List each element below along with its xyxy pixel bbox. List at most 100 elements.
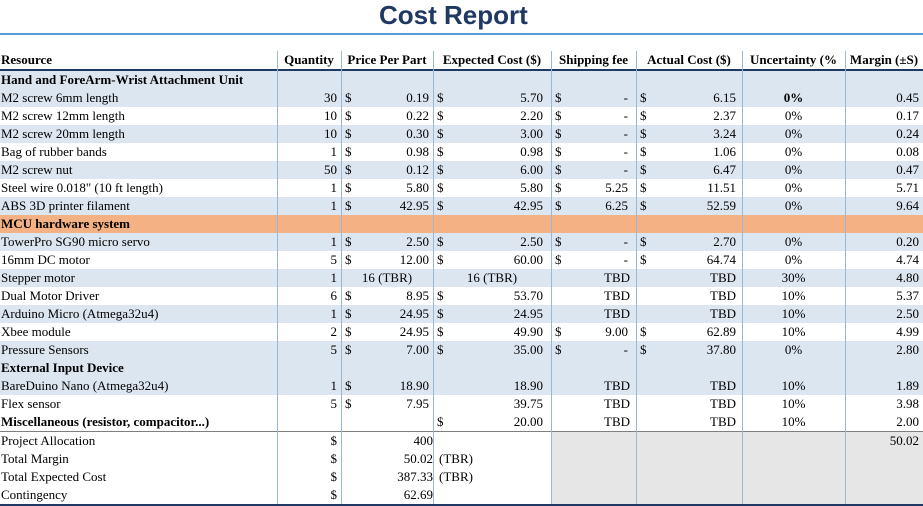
- price-currency: $: [345, 198, 352, 213]
- actual-cost-value: 6.47: [713, 162, 736, 177]
- expected-cost-value: 2.20: [520, 108, 543, 123]
- resource-name: ABS 3D printer filament: [1, 198, 130, 213]
- actual-cost-value: TBD: [710, 396, 736, 411]
- table-row: M2 screw nut 50 $0.12 $6.00 $ - $6.47 0% 0.47: [0, 161, 923, 179]
- table-row: M2 screw 20mm length 10 $0.30 $3.00 $ - $3.24 0…: [0, 125, 923, 143]
- actual-currency: $: [640, 234, 647, 249]
- header-uncertainty: Uncertainty (%: [749, 52, 837, 67]
- margin-value: 0.24: [896, 126, 919, 141]
- resource-name: Xbee module: [1, 324, 71, 339]
- quantity-value: 1: [330, 306, 338, 321]
- empty-cell: [742, 486, 845, 504]
- quantity-value: 5: [330, 342, 338, 357]
- report-title-area: Cost Report: [0, 0, 923, 40]
- margin-value: 1.89: [896, 378, 919, 393]
- column-divider: [636, 51, 637, 504]
- shipping-currency: $: [555, 90, 562, 105]
- summary-row: Total Margin $50.02 (TBR): [0, 450, 923, 468]
- title-underline: [0, 33, 923, 35]
- expected-cost-value: 24.95: [513, 306, 543, 321]
- uncertainty-value: 0%: [784, 234, 803, 249]
- price-currency: $: [345, 180, 352, 195]
- summary-label: Total Margin: [1, 451, 69, 466]
- cost-table: Resource Quantity Price Per Part Expected C…: [0, 51, 923, 506]
- actual-cost-value: 2.37: [713, 108, 736, 123]
- table-row: Flex sensor 5 $7.95 39.75 TBD TBD 10% 3.98: [0, 395, 923, 413]
- misc-shipping: TBD: [604, 414, 630, 429]
- margin-value: 0.20: [896, 234, 919, 249]
- shipping-value: -: [623, 234, 628, 249]
- resource-name: TowerPro SG90 micro servo: [1, 234, 150, 249]
- expected-currency: $: [437, 162, 444, 177]
- shipping-currency: $: [555, 144, 562, 159]
- price-value: 42.95: [399, 198, 429, 213]
- shipping-value: -: [623, 108, 628, 123]
- expected-cost-value: 6.00: [520, 162, 543, 177]
- empty-cell: [551, 450, 636, 468]
- resource-name: M2 screw 20mm length: [1, 126, 125, 141]
- actual-currency: $: [640, 108, 647, 123]
- uncertainty-value: 10%: [781, 378, 806, 393]
- resource-name: M2 screw nut: [1, 162, 73, 177]
- quantity-value: 1: [330, 144, 338, 159]
- section-header-row: External Input Device: [0, 359, 923, 377]
- quantity-value: 5: [330, 396, 338, 411]
- expected-currency: $: [437, 342, 444, 357]
- actual-cost-value: 6.15: [713, 90, 736, 105]
- summary-label: Project Allocation: [1, 433, 96, 448]
- resource-name: Bag of rubber bands: [1, 144, 107, 159]
- empty-cell: [742, 468, 845, 486]
- table-row: Pressure Sensors 5 $7.00 $35.00 $ - $37.80 0% 2.…: [0, 341, 923, 359]
- resource-name: M2 screw 12mm length: [1, 108, 125, 123]
- actual-cost-value: 37.80: [706, 342, 736, 357]
- price-value: 5.80: [406, 180, 429, 195]
- actual-currency: $: [640, 144, 647, 159]
- quantity-value: 6: [330, 288, 338, 303]
- quantity-value: 50: [324, 162, 337, 177]
- quantity-value: 1: [330, 234, 338, 249]
- actual-currency: $: [640, 324, 647, 339]
- header-resource: Resource: [1, 52, 53, 67]
- expected-currency: $: [437, 306, 444, 321]
- expected-currency: $: [437, 180, 444, 195]
- actual-cost-value: TBD: [710, 378, 736, 393]
- quantity-value: 2: [330, 324, 338, 339]
- expected-cost-value: 49.90: [513, 324, 543, 339]
- table-row: Steel wire 0.018" (10 ft length) 1 $5.80 $5…: [0, 179, 923, 197]
- header-margin: Margin (±S): [849, 52, 919, 67]
- table-header-row: Resource Quantity Price Per Part Expected C…: [0, 51, 923, 71]
- actual-cost-value: 11.51: [707, 180, 736, 195]
- table-row: M2 screw 12mm length 10 $0.22 $2.20 $ - $2.37 0…: [0, 107, 923, 125]
- shipping-value: TBD: [604, 378, 630, 393]
- misc-uncertainty: 10%: [781, 414, 806, 429]
- section-header-row: MCU hardware system: [0, 215, 923, 233]
- table-row: BareDuino Nano (Atmega32u4) 1 $18.90 18.90 T…: [0, 377, 923, 395]
- expected-currency: $: [437, 90, 444, 105]
- empty-cell: [636, 450, 742, 468]
- summary-row: Total Expected Cost $387.33 (TBR): [0, 468, 923, 486]
- expected-currency: $: [437, 288, 444, 303]
- summary-currency: $: [330, 433, 338, 448]
- price-value: 0.22: [406, 108, 429, 123]
- summary-currency: $: [330, 487, 338, 502]
- summary-margin: 50.02: [845, 432, 923, 450]
- actual-currency: $: [640, 252, 647, 267]
- summary-value: 400: [413, 433, 434, 448]
- empty-cell: [742, 450, 845, 468]
- shipping-currency: $: [555, 198, 562, 213]
- margin-value: 5.37: [896, 288, 919, 303]
- misc-row: Miscellaneous (resistor, compacitor...) $…: [0, 413, 923, 431]
- margin-value: 2.80: [896, 342, 919, 357]
- shipping-currency: $: [555, 234, 562, 249]
- actual-cost-value: 52.59: [706, 198, 736, 213]
- uncertainty-value: 0%: [784, 108, 803, 123]
- quantity-value: 10: [324, 108, 337, 123]
- empty-cell: [742, 432, 845, 450]
- shipping-value: -: [623, 252, 628, 267]
- column-divider: [551, 51, 552, 504]
- table-row: M2 screw 6mm length 30 $0.19 $5.70 $ - $6.15 0%…: [0, 89, 923, 107]
- actual-cost-value: 1.06: [713, 144, 736, 159]
- summary-value: 387.33: [397, 469, 433, 484]
- resource-name: Steel wire 0.018" (10 ft length): [1, 180, 163, 195]
- expected-currency: $: [437, 324, 444, 339]
